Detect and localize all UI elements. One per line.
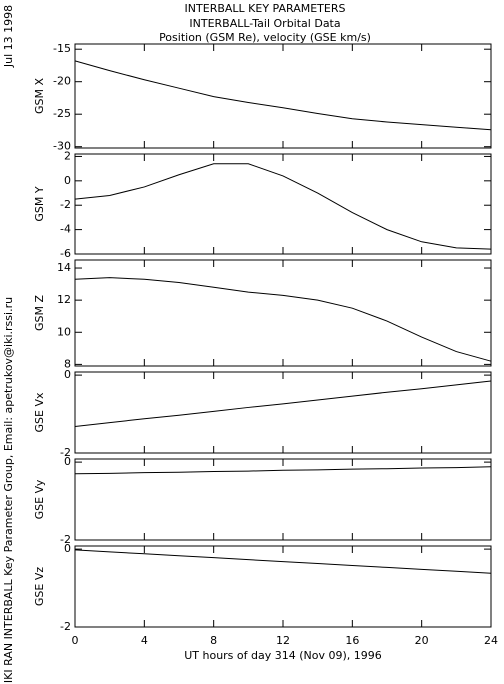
y-tick-label: -20	[53, 75, 71, 88]
x-tick-label: 8	[210, 634, 217, 647]
y-tick-label: -15	[53, 42, 71, 55]
x-tick-label: 0	[72, 634, 79, 647]
data-line	[74, 549, 492, 574]
title-line: INTERBALL-Tail Orbital Data	[189, 17, 340, 30]
y-tick-label: 14	[57, 261, 71, 274]
panel-frame	[74, 43, 492, 149]
data-line	[74, 277, 492, 362]
y-tick-label: -4	[60, 223, 71, 236]
panel-frame	[74, 371, 492, 454]
y-tick-label: 0	[64, 174, 71, 187]
panel-frame	[74, 545, 492, 628]
y-tick-label: -2	[60, 533, 71, 546]
y-tick-label: 0	[64, 368, 71, 381]
y-axis-label: GSM Z	[33, 295, 46, 331]
x-tick-label: 24	[484, 634, 498, 647]
y-tick-label: -2	[60, 446, 71, 459]
panel-frame	[74, 458, 492, 541]
y-tick-label: 2	[64, 149, 71, 162]
y-axis-label: GSM Y	[33, 186, 46, 221]
y-tick-label: -6	[60, 247, 71, 260]
credit: IKI RAN INTERBALL Key Parameter Group, E…	[2, 297, 15, 683]
y-tick-label: 8	[64, 357, 71, 370]
y-tick-label: -2	[60, 198, 71, 211]
data-line	[74, 163, 492, 250]
x-tick-label: 4	[141, 634, 148, 647]
y-axis-label: GSE Vy	[33, 479, 46, 519]
x-tick-label: 16	[345, 634, 359, 647]
title-line: INTERBALL KEY PARAMETERS	[185, 2, 346, 15]
x-tick-label: 20	[415, 634, 429, 647]
x-tick-label: 12	[276, 634, 290, 647]
y-axis-label: GSE Vz	[33, 567, 46, 606]
y-tick-label: -25	[53, 107, 71, 120]
y-tick-label: -30	[53, 140, 71, 153]
y-tick-label: 10	[57, 325, 71, 338]
x-axis-label: UT hours of day 314 (Nov 09), 1996	[184, 649, 382, 662]
date: Jul 13 1998	[2, 5, 15, 68]
y-tick-label: -2	[60, 620, 71, 633]
y-tick-label: 0	[64, 455, 71, 468]
y-axis-label: GSM X	[33, 78, 46, 114]
data-line	[74, 380, 492, 428]
y-tick-label: 12	[57, 293, 71, 306]
data-line	[74, 466, 492, 475]
y-axis-label: GSE Vx	[33, 392, 46, 432]
panel-frame	[74, 153, 492, 255]
y-tick-label: 0	[64, 542, 71, 555]
data-line	[74, 60, 492, 131]
title-line: Position (GSM Re), velocity (GSE km/s)	[159, 31, 371, 44]
panel-frame	[74, 259, 492, 367]
